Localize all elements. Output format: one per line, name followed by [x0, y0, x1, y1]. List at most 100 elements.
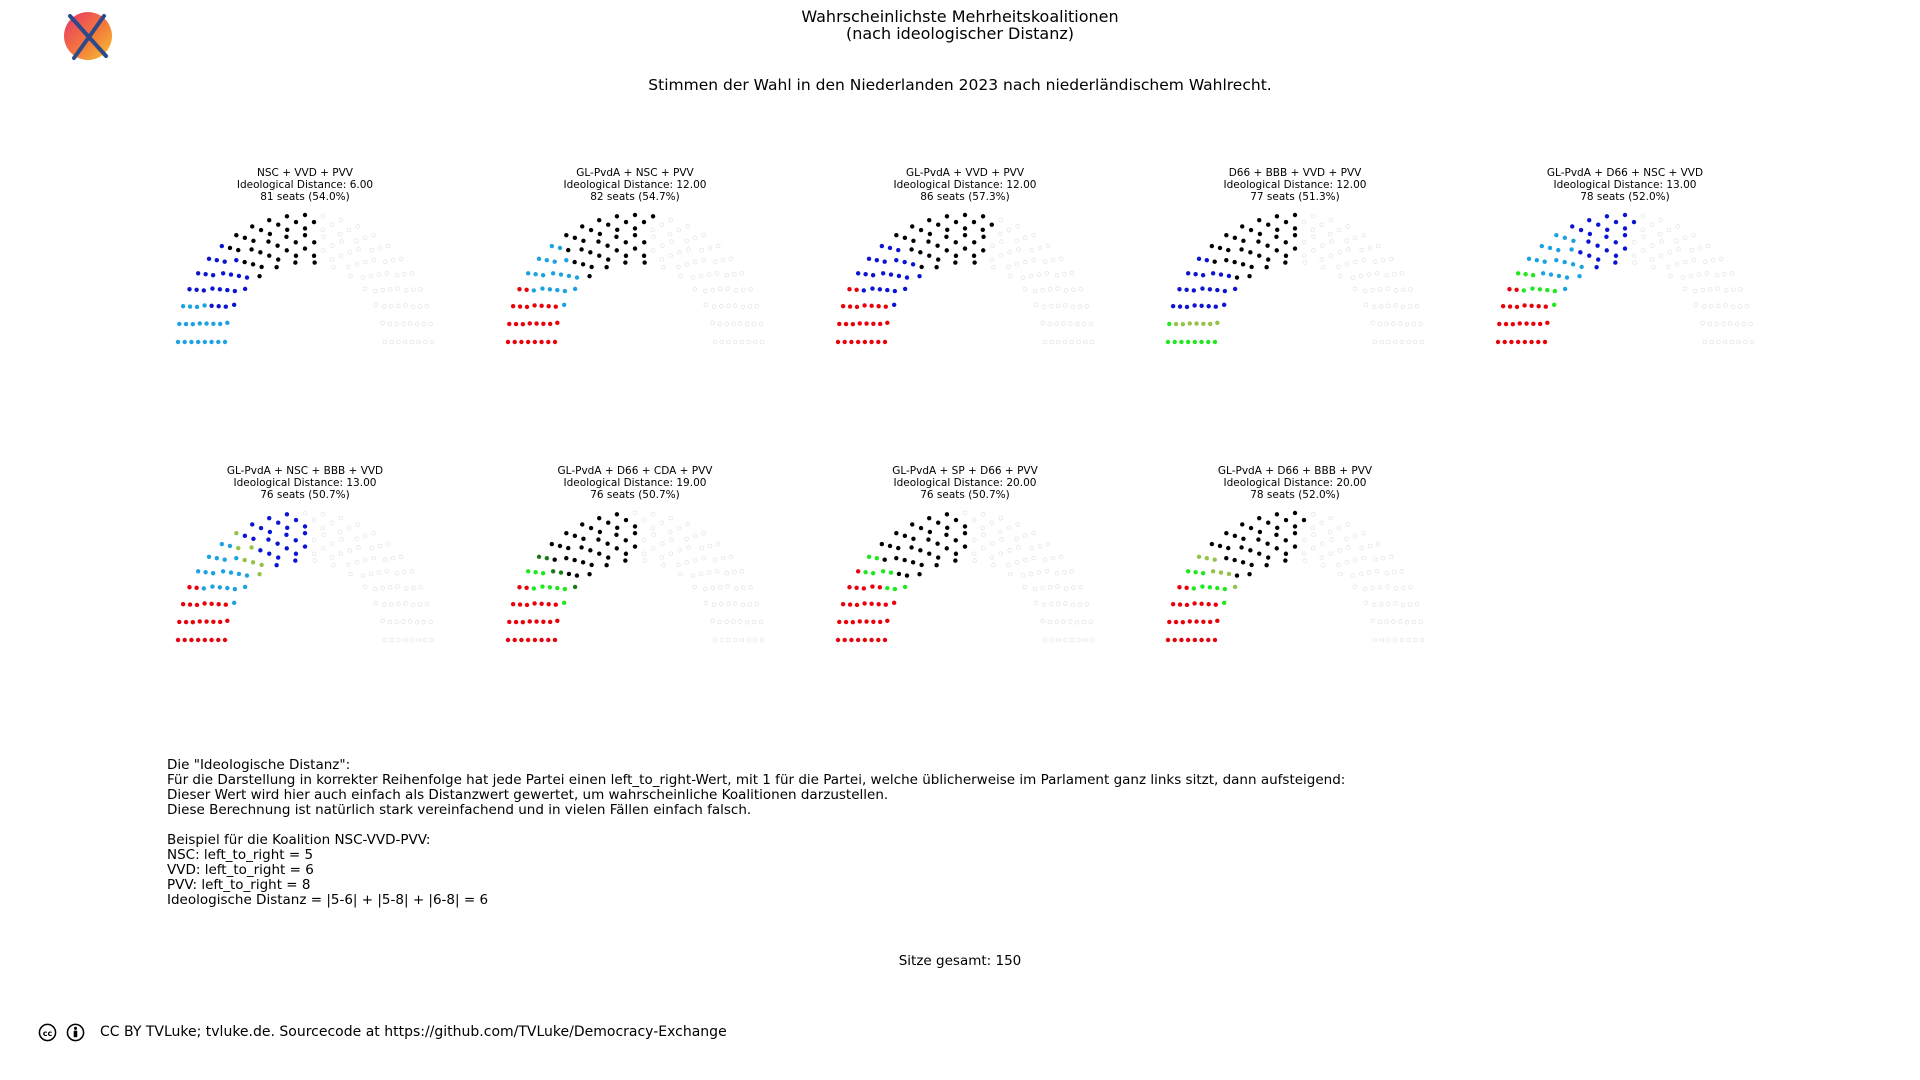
coalition-seat — [887, 543, 893, 549]
empty-seat — [693, 259, 698, 265]
coalition-seat — [558, 272, 564, 277]
empty-seat — [685, 522, 691, 527]
coalition-seat — [525, 637, 531, 643]
coalition-seat — [864, 619, 869, 624]
coalition-seat — [536, 554, 542, 560]
empty-seat — [1384, 272, 1390, 278]
empty-seat — [752, 339, 758, 345]
empty-seat — [678, 273, 683, 279]
coalition-seat — [564, 257, 569, 263]
empty-seat — [1406, 637, 1411, 643]
empty-seat — [703, 600, 709, 606]
empty-seat — [1367, 245, 1373, 251]
empty-seat — [1040, 287, 1045, 293]
coalition-seat — [876, 304, 881, 309]
empty-seat — [401, 321, 406, 326]
coalition-seat — [293, 219, 299, 225]
coalition-seat — [242, 259, 247, 265]
empty-seat — [971, 517, 977, 523]
empty-seat — [1388, 554, 1394, 560]
coalition-seat — [209, 303, 214, 309]
coalition-seat — [311, 219, 317, 225]
coalition-seat — [962, 212, 968, 218]
coalition-seat — [894, 555, 899, 561]
coalition-seat — [1239, 247, 1244, 252]
coalition-seat — [877, 321, 883, 327]
coalition-seat — [1212, 557, 1217, 562]
empty-seat — [1329, 537, 1334, 542]
coalition-seat — [623, 240, 628, 245]
coalition-seat — [632, 530, 638, 536]
coalition-seat — [1497, 321, 1502, 327]
coalition-seat — [877, 619, 883, 625]
empty-seat — [1384, 619, 1389, 625]
empty-seat — [1700, 287, 1705, 293]
empty-seat — [339, 537, 344, 542]
coalition-seat — [236, 273, 242, 279]
empty-seat — [1640, 248, 1646, 253]
coalition-seat — [555, 320, 560, 326]
empty-seat — [746, 339, 751, 345]
empty-seat — [1321, 562, 1326, 568]
empty-seat — [1345, 224, 1351, 229]
empty-seat — [1061, 619, 1066, 624]
title-line-2: (nach ideologischer Distanz) — [845, 24, 1075, 43]
empty-seat — [632, 510, 638, 516]
coalition-seat — [1604, 248, 1609, 253]
coalition-seat — [835, 637, 841, 643]
coalition-seat — [572, 533, 578, 539]
empty-seat — [355, 224, 361, 229]
coalition-seat — [1172, 339, 1177, 345]
coalition-seat — [1613, 260, 1618, 265]
empty-seat — [362, 533, 368, 539]
empty-seat — [706, 570, 712, 575]
empty-seat — [1006, 264, 1011, 270]
empty-seat — [1386, 339, 1391, 345]
empty-seat — [1722, 271, 1727, 277]
empty-seat — [751, 619, 757, 625]
coalition-seat — [546, 304, 551, 309]
empty-seat — [407, 619, 413, 624]
coalition-seat — [632, 212, 638, 218]
coalition-seat — [550, 271, 556, 276]
coalition-seat — [564, 555, 569, 561]
empty-seat — [321, 234, 326, 240]
empty-seat — [1081, 619, 1087, 625]
coalition-seat — [1191, 288, 1197, 293]
empty-seat — [719, 339, 725, 345]
coalition-seat — [1167, 321, 1172, 327]
coalition-seat — [842, 637, 847, 643]
coalition-seat — [1239, 545, 1244, 550]
coalition-seat — [1556, 273, 1562, 279]
coalition-seat — [1206, 304, 1211, 309]
coalition-seat — [918, 525, 924, 531]
coalition-seat — [555, 618, 560, 624]
empty-seat — [1036, 570, 1042, 575]
coalition-seat — [1507, 304, 1513, 309]
coalition-seat — [572, 259, 577, 265]
coalition-seat — [934, 563, 939, 568]
empty-seat — [1319, 222, 1325, 228]
empty-seat — [396, 339, 401, 345]
coalition-seat — [971, 219, 977, 225]
coalition-seat — [561, 302, 567, 308]
coalition-seat — [267, 515, 272, 521]
empty-seat — [387, 584, 393, 590]
coalition-seat — [1274, 532, 1279, 537]
coalition-seat — [604, 563, 609, 568]
empty-seat — [1078, 584, 1083, 590]
coalition-seat — [190, 322, 196, 327]
coalition-seat — [1264, 563, 1269, 568]
coalition-seat — [945, 525, 950, 531]
coalition-seat — [1537, 287, 1543, 292]
coalition-seat — [539, 601, 544, 607]
empty-seat — [660, 243, 665, 248]
empty-seat — [1715, 286, 1720, 291]
empty-seat — [1040, 585, 1045, 591]
coalition-seat — [615, 525, 620, 531]
coalition-seat — [614, 214, 620, 219]
empty-seat — [320, 546, 326, 551]
empty-seat — [380, 287, 385, 293]
empty-seat — [1062, 271, 1067, 277]
empty-seat — [411, 585, 416, 591]
